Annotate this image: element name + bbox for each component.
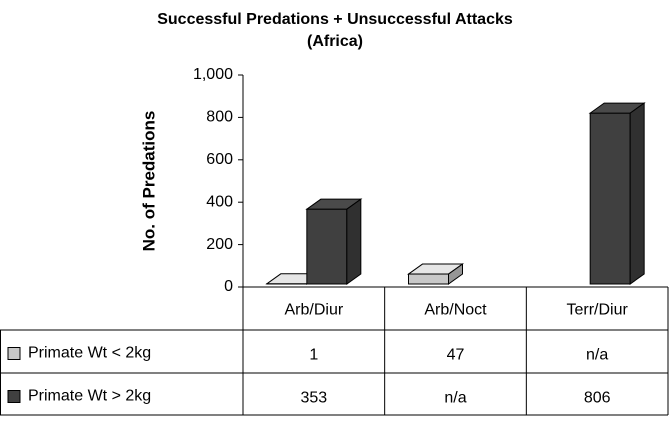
x-tick-label: Arb/Diur — [284, 302, 343, 319]
legend-label: Primate Wt > 2kg — [28, 388, 151, 405]
y-tick-label: 800 — [206, 109, 233, 126]
y-tick-label: 200 — [206, 236, 233, 253]
data-label: n/a — [586, 347, 608, 364]
data-label: n/a — [444, 390, 466, 407]
legend-swatch — [7, 347, 21, 360]
bar-face — [346, 198, 362, 285]
bar — [406, 263, 465, 285]
data-label: 1 — [309, 347, 318, 364]
bar-face — [408, 273, 449, 285]
legend-swatch — [7, 390, 21, 403]
data-label: 47 — [447, 347, 465, 364]
y-tick-label: 1,000 — [193, 66, 233, 83]
bar — [305, 198, 363, 285]
y-tick-label: 400 — [206, 193, 233, 210]
y-tick-label: 600 — [206, 151, 233, 168]
x-tick-label: Arb/Noct — [424, 302, 487, 319]
bar-face — [306, 208, 348, 285]
legend-label: Primate Wt < 2kg — [28, 345, 151, 362]
chart-title: Successful Predations + Unsuccessful Att… — [157, 11, 513, 28]
data-label: 353 — [300, 390, 327, 407]
data-label: 806 — [584, 390, 611, 407]
bar-face — [589, 112, 631, 285]
y-axis-label: No. of Predations — [139, 111, 158, 252]
bar-face — [629, 102, 645, 285]
x-tick-label: Terr/Diur — [566, 302, 628, 319]
bar — [588, 102, 646, 285]
bar-face — [448, 263, 463, 285]
y-tick-label: 0 — [224, 278, 233, 295]
chart-subtitle: (Africa) — [307, 33, 363, 50]
